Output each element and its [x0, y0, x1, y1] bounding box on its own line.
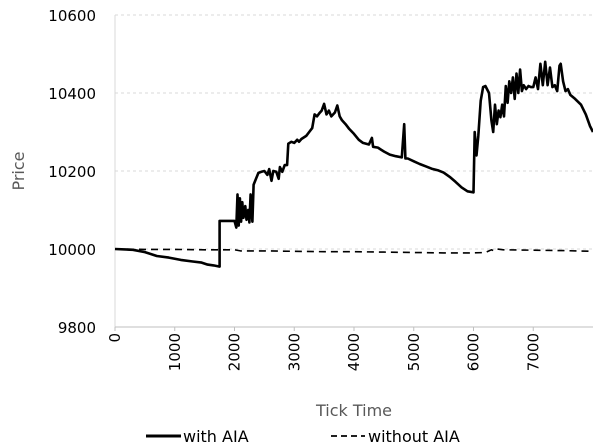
y-tick-label: 10000 [48, 241, 96, 259]
x-tick-label: 7000 [524, 333, 542, 371]
axes [114, 15, 593, 331]
gridlines [115, 14, 593, 250]
legend-label-without-aia: without AIA [368, 427, 460, 446]
x-tick-label: 0 [106, 333, 124, 343]
x-tick-label: 3000 [285, 333, 303, 371]
x-tick-label: 2000 [226, 333, 244, 371]
y-tick-label: 10200 [48, 163, 96, 181]
x-tick-label: 4000 [345, 333, 363, 371]
legend-label-with-aia: with AIA [183, 427, 249, 446]
y-tick-labels: 9800 10000 10200 10400 10600 [48, 7, 96, 337]
y-tick-label: 10400 [48, 85, 96, 103]
series-line-with-aia [114, 60, 593, 268]
x-axis-title: Tick Time [315, 401, 392, 420]
series-lines [114, 60, 593, 268]
x-tick-labels: 0 1000 2000 3000 4000 5000 6000 7000 [106, 333, 542, 371]
x-tick-label: 5000 [405, 333, 423, 371]
y-tick-label: 10600 [48, 7, 96, 25]
legend: with AIA without AIA [146, 427, 460, 446]
x-tick-label: 1000 [166, 333, 184, 371]
series-line-without-aia [114, 248, 593, 254]
x-tick-label: 6000 [465, 333, 483, 371]
y-tick-label: 9800 [58, 319, 96, 337]
y-axis-title: Price [9, 151, 28, 190]
